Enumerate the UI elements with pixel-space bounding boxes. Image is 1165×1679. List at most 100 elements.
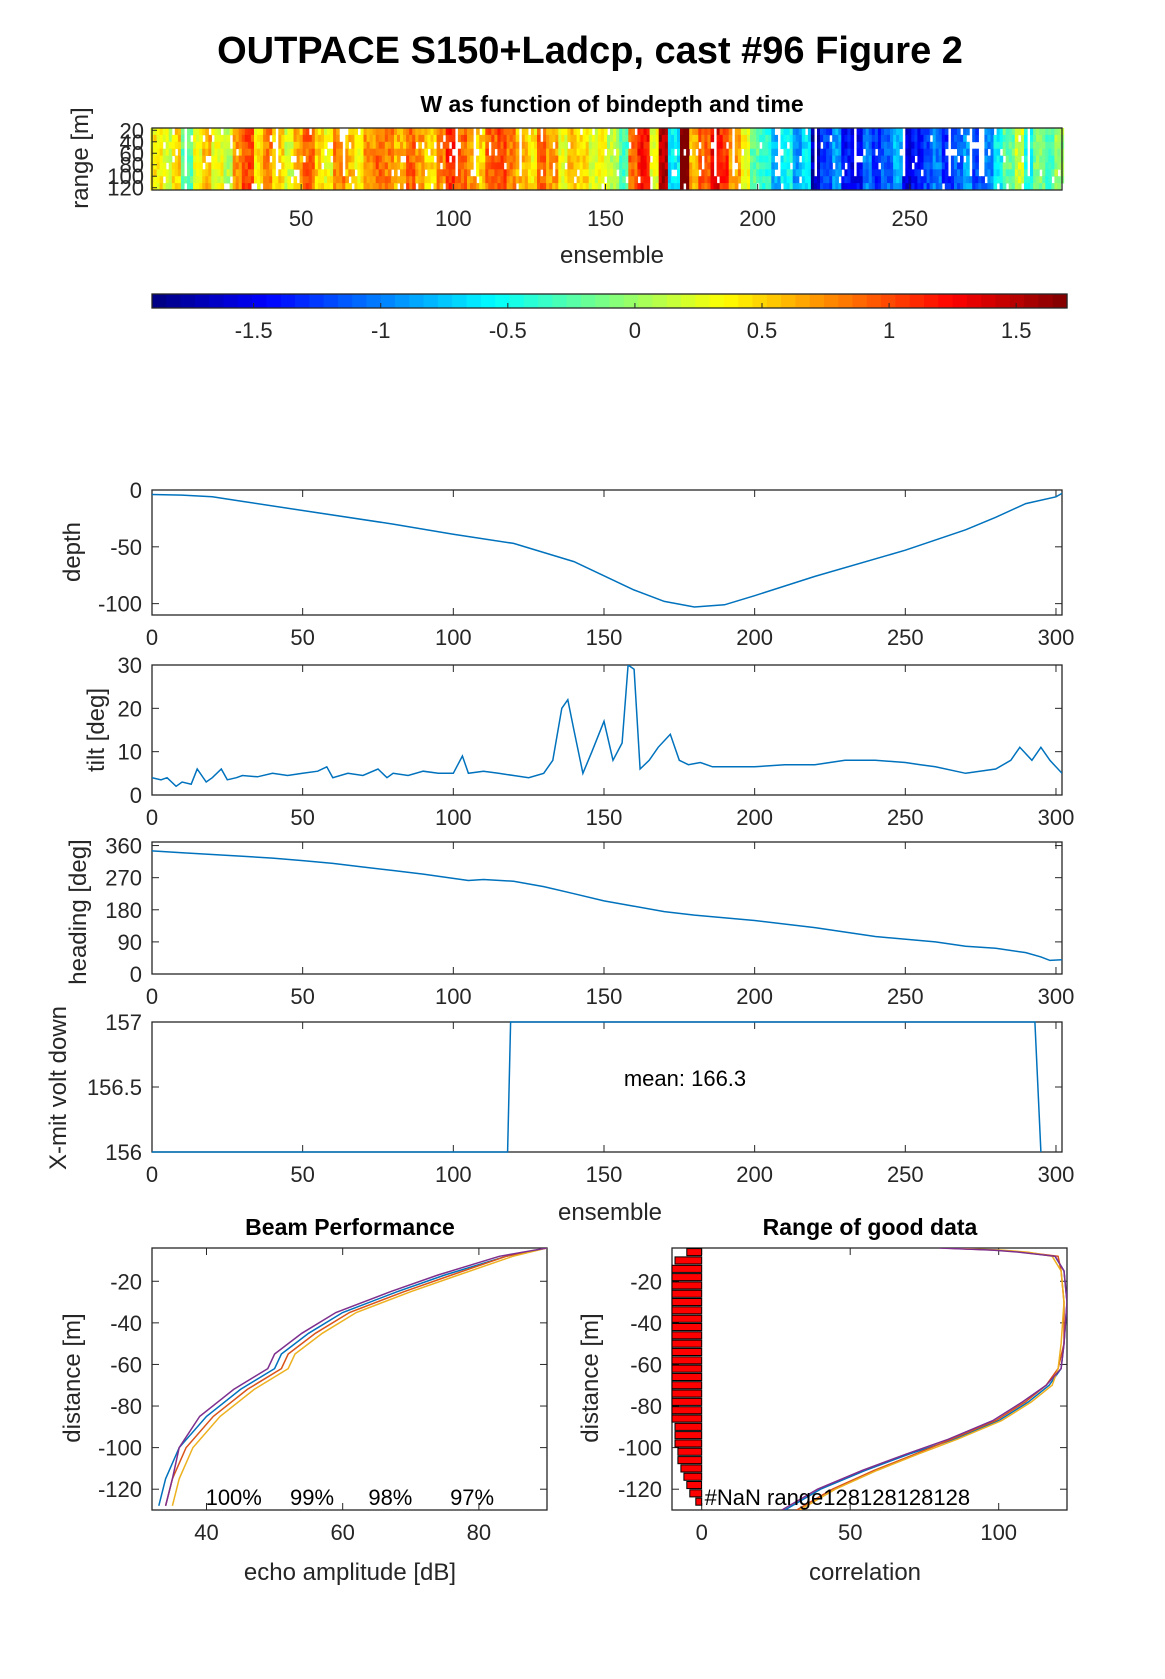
w-image-cell: [765, 183, 769, 191]
w-image-cell: [515, 169, 520, 177]
w-image-cell: [923, 176, 928, 184]
colorbar-cell: [366, 294, 382, 308]
w-image-cell: [527, 176, 532, 184]
w-image-cell: [753, 169, 757, 177]
depth-xtick-label: 200: [736, 625, 773, 650]
w-image-cell: [497, 169, 502, 177]
w-image-cell: [604, 141, 608, 150]
w-image-cell: [899, 183, 903, 191]
w-image-cell: [491, 148, 495, 156]
w-image-cell: [950, 155, 955, 163]
w-image-cell: [762, 176, 766, 184]
w-image-cell: [975, 176, 979, 184]
w-image-cell: [643, 162, 648, 170]
w-image-cell: [320, 141, 325, 150]
w-image-cell: [750, 134, 754, 143]
w-image-cell: [1017, 162, 1022, 170]
w-image-cell: [348, 183, 352, 191]
w-image-cell: [768, 183, 772, 191]
w-image-cell: [1030, 141, 1034, 150]
w-image-cell: [588, 141, 593, 150]
w-image-cell: [524, 148, 529, 156]
w-image-cell: [847, 141, 852, 150]
w-image-cell: [205, 162, 209, 170]
w-image-cell: [871, 155, 876, 163]
w-image-cell: [804, 169, 809, 177]
w-image-cell: [1020, 141, 1025, 150]
w-image-cell: [336, 155, 340, 163]
w-image-cell: [759, 128, 763, 136]
w-image-cell: [683, 134, 687, 143]
w-image-cell: [360, 176, 365, 184]
w-image-ylabel: range [m]: [67, 107, 94, 208]
w-image-cell: [418, 183, 422, 191]
w-image-cell: [810, 176, 815, 184]
w-image-cell: [527, 134, 532, 143]
w-image-cell: [817, 148, 821, 156]
w-image-cell: [582, 176, 587, 184]
w-image-cell: [476, 141, 480, 150]
w-image-cell: [406, 148, 410, 156]
w-image-cell: [844, 183, 849, 191]
w-image-cell: [266, 134, 270, 143]
w-image-cell: [320, 148, 325, 156]
w-image-cell: [345, 183, 349, 191]
w-image-cell: [232, 128, 237, 136]
w-image-cell: [972, 128, 976, 136]
w-image-cell: [686, 162, 690, 170]
w-image-cell: [734, 134, 739, 143]
w-image-cell: [768, 141, 772, 150]
w-image-cell: [905, 141, 909, 150]
w-image-cell: [430, 134, 435, 143]
w-image-cell: [649, 169, 654, 177]
w-image-cell: [908, 155, 912, 163]
w-image-cell: [585, 176, 590, 184]
w-image-cell: [966, 162, 970, 170]
w-image-cell: [917, 162, 922, 170]
w-image-cell: [817, 169, 821, 177]
w-image-cell: [266, 141, 270, 150]
w-image-cell: [220, 169, 225, 177]
w-image-cell: [476, 128, 480, 136]
w-image-cell: [810, 141, 815, 150]
w-image-cell: [555, 169, 559, 177]
w-image-cell: [223, 134, 228, 143]
w-image-cell: [384, 155, 389, 163]
w-image-cell: [476, 162, 480, 170]
w-image-cell: [655, 183, 660, 191]
w-image-cell: [817, 176, 821, 184]
w-image-cell: [193, 162, 197, 170]
w-image-cell: [199, 134, 203, 143]
w-image-cell: [460, 183, 465, 191]
w-image-cell: [366, 176, 371, 184]
colorbar-cell: [881, 294, 896, 308]
w-image-cell: [899, 128, 903, 136]
w-image-cell: [573, 141, 578, 150]
w-image-cell: [950, 169, 955, 177]
w-image-cell: [369, 176, 374, 184]
w-image-cell: [774, 148, 779, 156]
w-image-cell: [406, 176, 410, 184]
w-image-cell: [677, 141, 681, 150]
heading-xtick-label: 300: [1038, 984, 1075, 1009]
w-image-cell: [774, 141, 779, 150]
w-image-cell: [250, 141, 255, 150]
w-image-cell: [865, 141, 870, 150]
w-image-cell: [594, 162, 599, 170]
w-image-cell: [585, 128, 590, 136]
w-image-cell: [1014, 155, 1019, 163]
w-image-cell: [841, 155, 845, 163]
w-image-cell: [387, 141, 392, 150]
w-image-cell: [704, 176, 709, 184]
w-image-cell: [375, 169, 380, 177]
w-image-cell: [938, 176, 943, 184]
w-image-cell: [211, 176, 215, 184]
w-image-cell: [692, 148, 696, 156]
w-image-cell: [722, 141, 727, 150]
w-image-cell: [716, 162, 721, 170]
w-image-cell: [1054, 128, 1059, 136]
w-image-cell: [180, 141, 185, 150]
w-image-cell: [476, 183, 480, 191]
w-image-cell: [238, 162, 243, 170]
w-image-cell: [530, 155, 535, 163]
